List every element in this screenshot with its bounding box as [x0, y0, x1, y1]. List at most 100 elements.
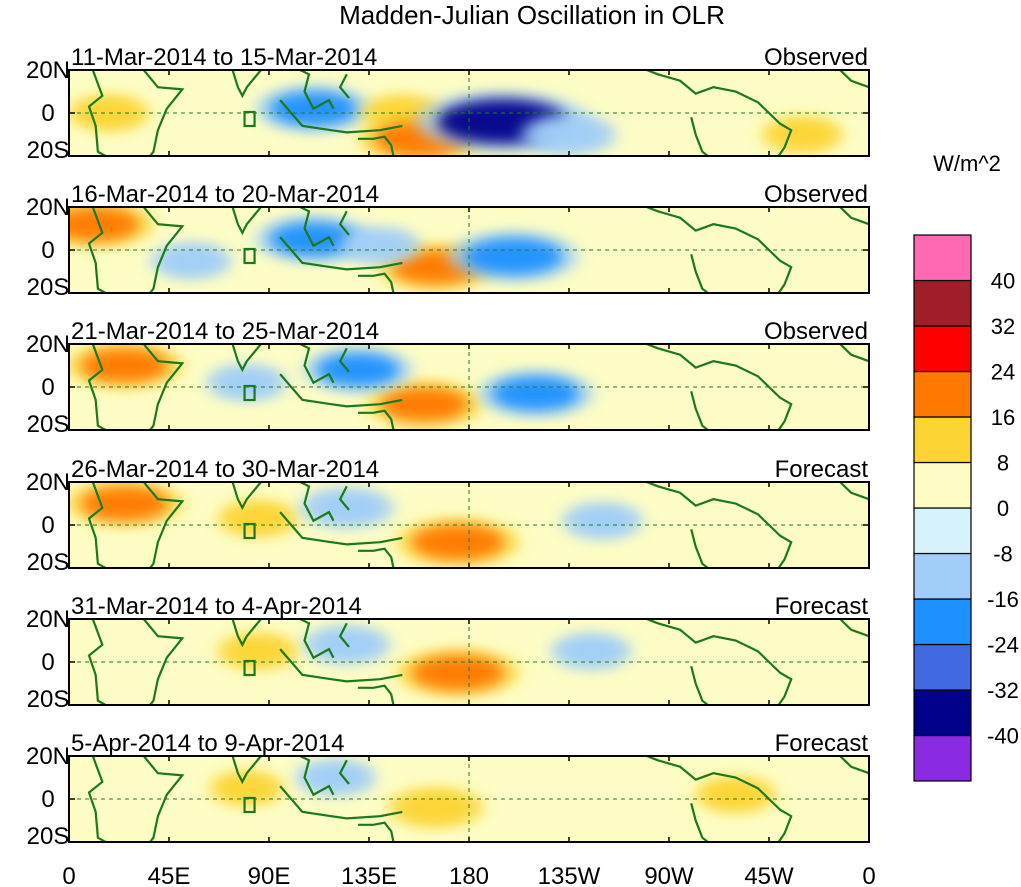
coast-se-asia — [297, 70, 335, 111]
coast-australia — [357, 547, 395, 568]
colorbar-bin-5 — [913, 552, 972, 600]
coast-india — [231, 70, 263, 99]
coastlines — [87, 756, 869, 842]
panel-status: Observed — [764, 181, 868, 208]
anomaly-blob-1 — [80, 348, 169, 383]
panel-date-range: 11-Mar-2014 to 15-Mar-2014 — [71, 44, 377, 71]
x-axis-labels: 0 45E 90E 135E 180 135W 90W 45W 0 — [62, 863, 875, 887]
panel-status: Forecast — [775, 456, 869, 483]
anomaly-blob-4 — [316, 353, 400, 387]
panel-2: 20N 0 20S 16-Mar-2014 to 20-Mar-2014 Observe… — [26, 181, 870, 301]
y-tick-label: 20N — [26, 469, 70, 496]
x-tick-label: 90E — [248, 863, 291, 887]
coastlines — [87, 344, 869, 430]
coast-americas — [643, 619, 793, 705]
coast-india — [231, 207, 263, 236]
coast-philippines — [338, 759, 350, 785]
coast-maritime-continent — [279, 236, 403, 271]
colorbar-label: -32 — [987, 678, 1019, 703]
colorbar-bin-8 — [913, 416, 972, 464]
anomaly-field — [69, 207, 580, 290]
coast-philippines — [338, 622, 350, 648]
anomaly-blob-3 — [491, 376, 580, 411]
y-tick-label: 20N — [26, 331, 70, 358]
maritime-box — [243, 247, 256, 265]
anomaly-blob-4 — [464, 238, 563, 275]
panel-5: 20N 0 20S 31-Mar-2014 to 4-Apr-2014 Forecast — [26, 593, 870, 713]
coast-india — [231, 619, 263, 648]
colorbar-label: 8 — [997, 451, 1009, 476]
anomaly-field — [69, 86, 845, 156]
anomaly-blob-5 — [571, 507, 634, 535]
y-tick-label: 20S — [27, 137, 70, 164]
colorbar-label: -40 — [987, 724, 1019, 749]
coast-south-america-west — [690, 254, 710, 293]
coast-se-asia — [297, 482, 335, 523]
panel-4: 20N 0 20S 26-Mar-2014 to 30-Mar-2014 Forecas… — [26, 456, 870, 576]
coast-americas — [643, 482, 793, 568]
anomaly-blob-1 — [69, 207, 140, 242]
y-tick-label: 20N — [26, 57, 70, 84]
coast-se-asia — [297, 619, 335, 660]
anomaly-blob-4 — [704, 781, 767, 809]
colorbar-bin-10 — [913, 325, 972, 373]
y-tick-label: 20S — [27, 549, 70, 576]
x-tick-label: 180 — [449, 863, 489, 887]
colorbar-units: W/m^2 — [933, 151, 1001, 176]
y-tick-label: 20N — [26, 194, 70, 221]
colorbar-label: 24 — [991, 360, 1015, 385]
anomaly-blob-3 — [226, 505, 289, 533]
panel-date-range: 21-Mar-2014 to 25-Mar-2014 — [71, 318, 379, 345]
coast-south-america-west — [690, 117, 710, 156]
panel-date-range: 5-Apr-2014 to 9-Apr-2014 — [71, 730, 345, 757]
coast-philippines — [338, 210, 350, 236]
x-tick-label: 45E — [148, 863, 191, 887]
anomaly-blob-5 — [349, 232, 412, 260]
coast-australia — [357, 409, 395, 430]
coast-americas — [643, 207, 793, 293]
colorbar-label: 32 — [991, 314, 1015, 339]
coast-americas — [643, 70, 793, 156]
x-tick-label: 0 — [862, 863, 875, 887]
colorbar-bin-6 — [913, 507, 972, 555]
colorbar: W/m^2 -40 -32 -24 -16 -8 0 8 16 24 32 40 — [913, 151, 1019, 782]
x-tick-label: 45W — [744, 863, 794, 887]
panel-date-range: 31-Mar-2014 to 4-Apr-2014 — [71, 593, 362, 620]
coast-philippines — [338, 73, 350, 99]
y-tick-label: 0 — [41, 374, 54, 401]
x-tick-label: 90W — [644, 863, 694, 887]
coast-americas — [643, 344, 793, 430]
coast-americas — [643, 756, 793, 842]
colorbar-bin-4 — [913, 598, 972, 646]
panel-3: 20N 0 20S 21-Mar-2014 to 25-Mar-2014 Observe… — [26, 318, 870, 438]
maritime-box — [243, 659, 256, 677]
coast-africa-west — [87, 482, 108, 568]
anomaly-blob-5 — [532, 119, 606, 150]
coast-maritime-continent — [279, 648, 403, 683]
panel-status: Observed — [764, 318, 868, 345]
coast-africa-east — [142, 619, 185, 705]
y-tick-label: 20S — [27, 411, 70, 438]
panel-status: Forecast — [775, 593, 869, 620]
colorbar-bin-2 — [913, 689, 972, 737]
colorbar-bin-12 — [913, 234, 972, 282]
anomaly-field — [69, 344, 596, 427]
coast-maritime-continent — [279, 99, 403, 134]
coast-africa-west — [87, 756, 108, 842]
coast-south-america-west — [690, 391, 710, 430]
anomaly-blob-5 — [215, 369, 278, 397]
coast-india — [231, 344, 263, 373]
coast-africa-east — [142, 70, 185, 156]
y-tick-label: 20S — [27, 274, 70, 301]
anomaly-blob-2 — [411, 524, 505, 560]
coast-se-asia — [297, 207, 335, 248]
coast-maritime-continent — [279, 373, 403, 408]
anomaly-blob-3 — [218, 775, 276, 802]
anomaly-blob-1 — [411, 655, 505, 691]
y-tick-label: 0 — [41, 649, 54, 676]
y-tick-label: 20N — [26, 606, 70, 633]
coast-africa-east — [142, 756, 185, 842]
colorbar-bin-7 — [913, 461, 972, 509]
coast-south-america-west — [690, 666, 710, 705]
